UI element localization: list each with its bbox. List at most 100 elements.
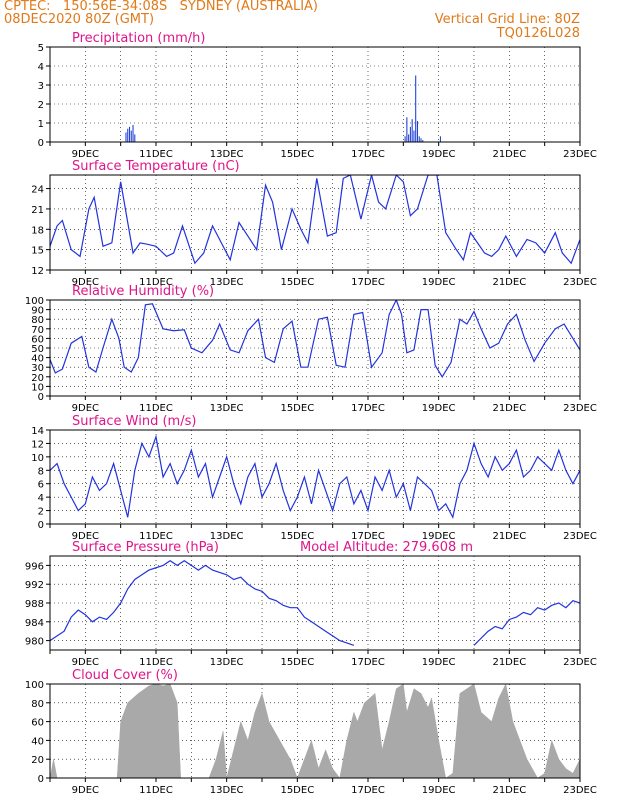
y-tick-label: 100: [25, 680, 44, 691]
x-tick-label: 15DEC: [280, 149, 314, 160]
y-tick-label: 5: [38, 43, 44, 54]
y-tick-label: 6: [38, 480, 44, 491]
cloud-cover-area: [49, 683, 581, 779]
y-tick-label: 40: [31, 354, 44, 365]
y-tick-label: 20: [31, 373, 44, 384]
x-tick-label: 23DEC: [563, 149, 597, 160]
x-tick-label: 21DEC: [492, 403, 526, 414]
x-tick-label: 15DEC: [280, 277, 314, 288]
y-tick-label: 0: [38, 520, 44, 531]
y-tick-label: 980: [25, 637, 44, 648]
header-vertical-grid: Vertical Grid Line: 80Z: [434, 12, 580, 27]
x-tick-label: 21DEC: [492, 531, 526, 542]
x-tick-label: 13DEC: [210, 277, 244, 288]
header-date: 08DEC2020 80Z (GMT): [4, 12, 155, 27]
series-line: [50, 300, 580, 378]
y-tick-label: 14: [31, 426, 44, 437]
x-tick-label: 19DEC: [422, 403, 456, 414]
x-tick-label: 17DEC: [351, 277, 385, 288]
x-tick-label: 13DEC: [210, 657, 244, 668]
y-tick-label: 0: [38, 138, 44, 149]
panel-frame: [49, 683, 581, 779]
x-tick-label: 23DEC: [563, 657, 597, 668]
x-tick-label: 19DEC: [422, 149, 456, 160]
y-tick-label: 0: [38, 392, 44, 403]
precip-bar: [415, 75, 417, 142]
precip-bar: [422, 140, 424, 142]
x-tick-label: 15DEC: [280, 531, 314, 542]
series-line: [50, 175, 580, 265]
y-tick-label: 996: [25, 561, 44, 572]
x-tick-label: 23DEC: [563, 403, 597, 414]
y-tick-label: 12: [31, 266, 44, 277]
y-tick-label: 30: [31, 363, 44, 374]
x-tick-label: 9DEC: [72, 277, 99, 288]
y-tick-label: 10: [31, 382, 44, 393]
x-tick-label: 21DEC: [492, 149, 526, 160]
y-tick-label: 20: [31, 755, 44, 766]
panel-title: Surface Wind (m/s): [72, 414, 196, 429]
x-tick-label: 11DEC: [139, 149, 173, 160]
precip-bar: [125, 132, 127, 142]
x-tick-label: 9DEC: [72, 403, 99, 414]
series-line: [50, 559, 355, 646]
y-tick-label: 984: [25, 618, 44, 629]
x-tick-label: 23DEC: [563, 531, 597, 542]
x-tick-label: 23DEC: [563, 277, 597, 288]
x-tick-label: 17DEC: [351, 785, 385, 796]
x-tick-label: 9DEC: [72, 149, 99, 160]
model-altitude-label: Model Altitude: 279.608 m: [300, 540, 473, 555]
y-tick-label: 2: [38, 507, 44, 518]
x-tick-label: 11DEC: [139, 785, 173, 796]
y-tick-label: 12: [31, 439, 44, 450]
panel-frame: [49, 46, 581, 143]
y-tick-label: 80: [31, 699, 44, 710]
series-line-2: [473, 599, 580, 646]
precip-bar: [420, 138, 422, 142]
precip-bar: [416, 121, 418, 142]
precip-bar: [132, 124, 134, 142]
x-tick-label: 13DEC: [210, 149, 244, 160]
y-tick-label: 21: [31, 205, 44, 216]
x-tick-label: 19DEC: [422, 277, 456, 288]
x-tick-label: 21DEC: [492, 277, 526, 288]
y-tick-label: 8: [38, 466, 44, 477]
y-tick-label: 4: [38, 62, 44, 73]
precip-bar: [127, 128, 129, 142]
x-tick-label: 17DEC: [351, 403, 385, 414]
y-tick-label: 60: [31, 718, 44, 729]
precip-bar: [439, 136, 441, 142]
x-tick-label: 9DEC: [72, 531, 99, 542]
y-tick-label: 4: [38, 493, 44, 504]
y-tick-label: 2: [38, 100, 44, 111]
panel-title: Surface Temperature (nC): [72, 159, 240, 174]
y-tick-label: 24: [31, 185, 44, 196]
panel-frame: [49, 174, 581, 271]
y-tick-label: 40: [31, 736, 44, 747]
x-tick-label: 11DEC: [139, 657, 173, 668]
x-tick-label: 11DEC: [139, 403, 173, 414]
x-tick-label: 11DEC: [139, 531, 173, 542]
panel-title: Relative Humidity (%): [72, 284, 214, 299]
y-tick-label: 992: [25, 580, 44, 591]
y-tick-label: 15: [31, 246, 44, 257]
x-tick-label: 15DEC: [280, 785, 314, 796]
precip-bar: [130, 130, 132, 142]
precip-bar: [134, 134, 136, 142]
header-code: TQ0126L028: [496, 26, 580, 41]
x-tick-label: 17DEC: [351, 531, 385, 542]
header-location: CPTEC: 150:56E-34:08S SYDNEY (AUSTRALIA): [4, 0, 319, 14]
y-tick-label: 90: [31, 306, 44, 317]
series-line: [50, 434, 580, 520]
precip-bar: [404, 136, 406, 142]
precip-bar: [411, 119, 413, 142]
precip-bar: [406, 117, 408, 142]
y-tick-label: 80: [31, 315, 44, 326]
x-tick-label: 17DEC: [351, 657, 385, 668]
x-tick-label: 19DEC: [422, 657, 456, 668]
x-tick-label: 13DEC: [210, 785, 244, 796]
precip-bar: [418, 136, 420, 142]
panel-title: Surface Pressure (hPa): [72, 540, 219, 555]
y-tick-label: 1: [38, 119, 44, 130]
